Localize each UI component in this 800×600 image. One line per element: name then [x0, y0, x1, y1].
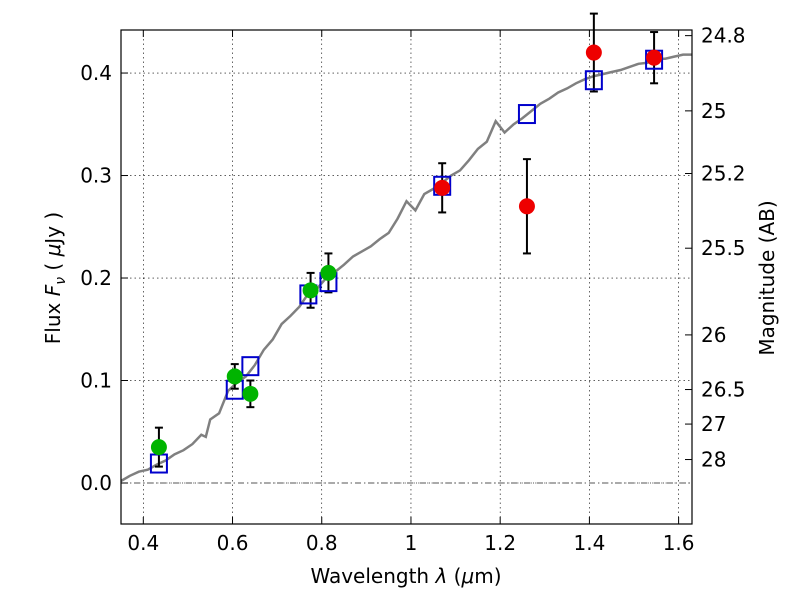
x-axis-label: Wavelength λ (μm) — [310, 564, 501, 588]
model-flux-squares — [149, 49, 664, 474]
model-flux-square — [517, 104, 536, 125]
magnitude-tick-label: 28 — [701, 448, 726, 472]
right-y-axis-label: Magnitude (AB) — [755, 200, 779, 355]
observed-flux-point — [226, 368, 243, 385]
magnitude-tick-label: 25.5 — [701, 236, 746, 260]
y-tick-label: 0.1 — [80, 369, 112, 393]
observed-flux-point — [302, 282, 319, 299]
y-tick-label: 0.0 — [80, 471, 112, 495]
axis-ticks — [121, 30, 692, 524]
plot-frame — [120, 29, 693, 525]
observed-flux-point — [150, 439, 167, 456]
magnitude-axis-tick-labels: 24.8 25 25.2 25.5 26 26.5 27 28 — [701, 24, 746, 472]
y-axis-tick-labels: 0.0 0.1 0.2 0.3 0.4 — [80, 61, 112, 495]
x-tick-label: 0.4 — [127, 531, 159, 555]
x-tick-label: 0.8 — [306, 531, 338, 555]
x-tick-label: 0.6 — [217, 531, 249, 555]
x-tick-label: 1.2 — [484, 531, 516, 555]
magnitude-tick-label: 24.8 — [701, 24, 746, 48]
magnitude-tick-label: 27 — [701, 412, 726, 436]
observed-flux-point — [585, 44, 602, 61]
model-flux-square — [241, 356, 260, 377]
model-spectrum-curve — [120, 53, 692, 483]
magnitude-tick-label: 25 — [701, 99, 726, 123]
y-axis-label: Flux Fν ( μJy ) — [41, 212, 69, 344]
observed-flux-points — [150, 44, 663, 456]
x-tick-label: 1.6 — [663, 531, 695, 555]
model-flux-square — [584, 70, 603, 91]
x-axis-tick-labels: 0.4 0.6 0.8 1 1.2 1.4 1.6 — [127, 531, 694, 555]
magnitude-tick-label: 26.5 — [701, 378, 746, 402]
y-tick-label: 0.2 — [80, 266, 112, 290]
magnitude-tick-label: 25.2 — [701, 161, 746, 185]
observed-flux-point — [646, 49, 663, 66]
magnitude-tick-label: 26 — [701, 323, 726, 347]
y-tick-label: 0.3 — [80, 164, 112, 188]
observed-flux-point — [242, 385, 259, 402]
y-tick-label: 0.4 — [80, 61, 112, 85]
x-tick-label: 1 — [405, 531, 418, 555]
observed-flux-point — [320, 264, 337, 281]
observed-flux-point — [434, 179, 451, 196]
x-tick-label: 1.4 — [573, 531, 605, 555]
error-bars — [154, 12, 659, 468]
observed-flux-point — [518, 198, 535, 215]
